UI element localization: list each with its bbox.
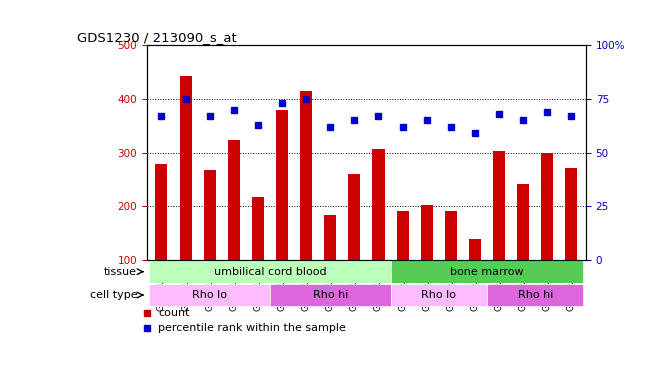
Bar — [391, 261, 583, 283]
Bar — [566, 168, 577, 260]
Bar — [276, 110, 288, 260]
Bar — [252, 196, 264, 260]
Bar — [421, 205, 433, 260]
Text: tissue: tissue — [104, 267, 137, 277]
Bar — [156, 164, 167, 260]
Bar — [149, 261, 391, 283]
Bar — [149, 284, 270, 306]
Bar — [517, 184, 529, 260]
Text: Rho lo: Rho lo — [421, 290, 456, 300]
Text: Rho hi: Rho hi — [312, 290, 348, 300]
Bar — [348, 174, 361, 260]
Bar — [372, 149, 385, 260]
Text: umbilical cord blood: umbilical cord blood — [214, 267, 326, 277]
Bar — [180, 76, 191, 260]
Bar — [487, 284, 583, 306]
Bar — [391, 284, 487, 306]
Bar — [270, 284, 391, 306]
Text: Rho hi: Rho hi — [518, 290, 553, 300]
Text: GDS1230 / 213090_s_at: GDS1230 / 213090_s_at — [77, 31, 236, 44]
Bar — [204, 170, 215, 260]
Text: cell type: cell type — [89, 290, 137, 300]
Bar — [493, 151, 505, 260]
Text: percentile rank within the sample: percentile rank within the sample — [158, 323, 346, 333]
Bar — [469, 238, 481, 260]
Bar — [228, 140, 240, 260]
Text: count: count — [158, 309, 189, 318]
Bar — [324, 215, 337, 260]
Text: bone marrow: bone marrow — [450, 267, 524, 277]
Bar — [396, 211, 409, 260]
Bar — [300, 91, 312, 260]
Text: Rho lo: Rho lo — [192, 290, 227, 300]
Bar — [541, 153, 553, 260]
Bar — [445, 211, 457, 260]
